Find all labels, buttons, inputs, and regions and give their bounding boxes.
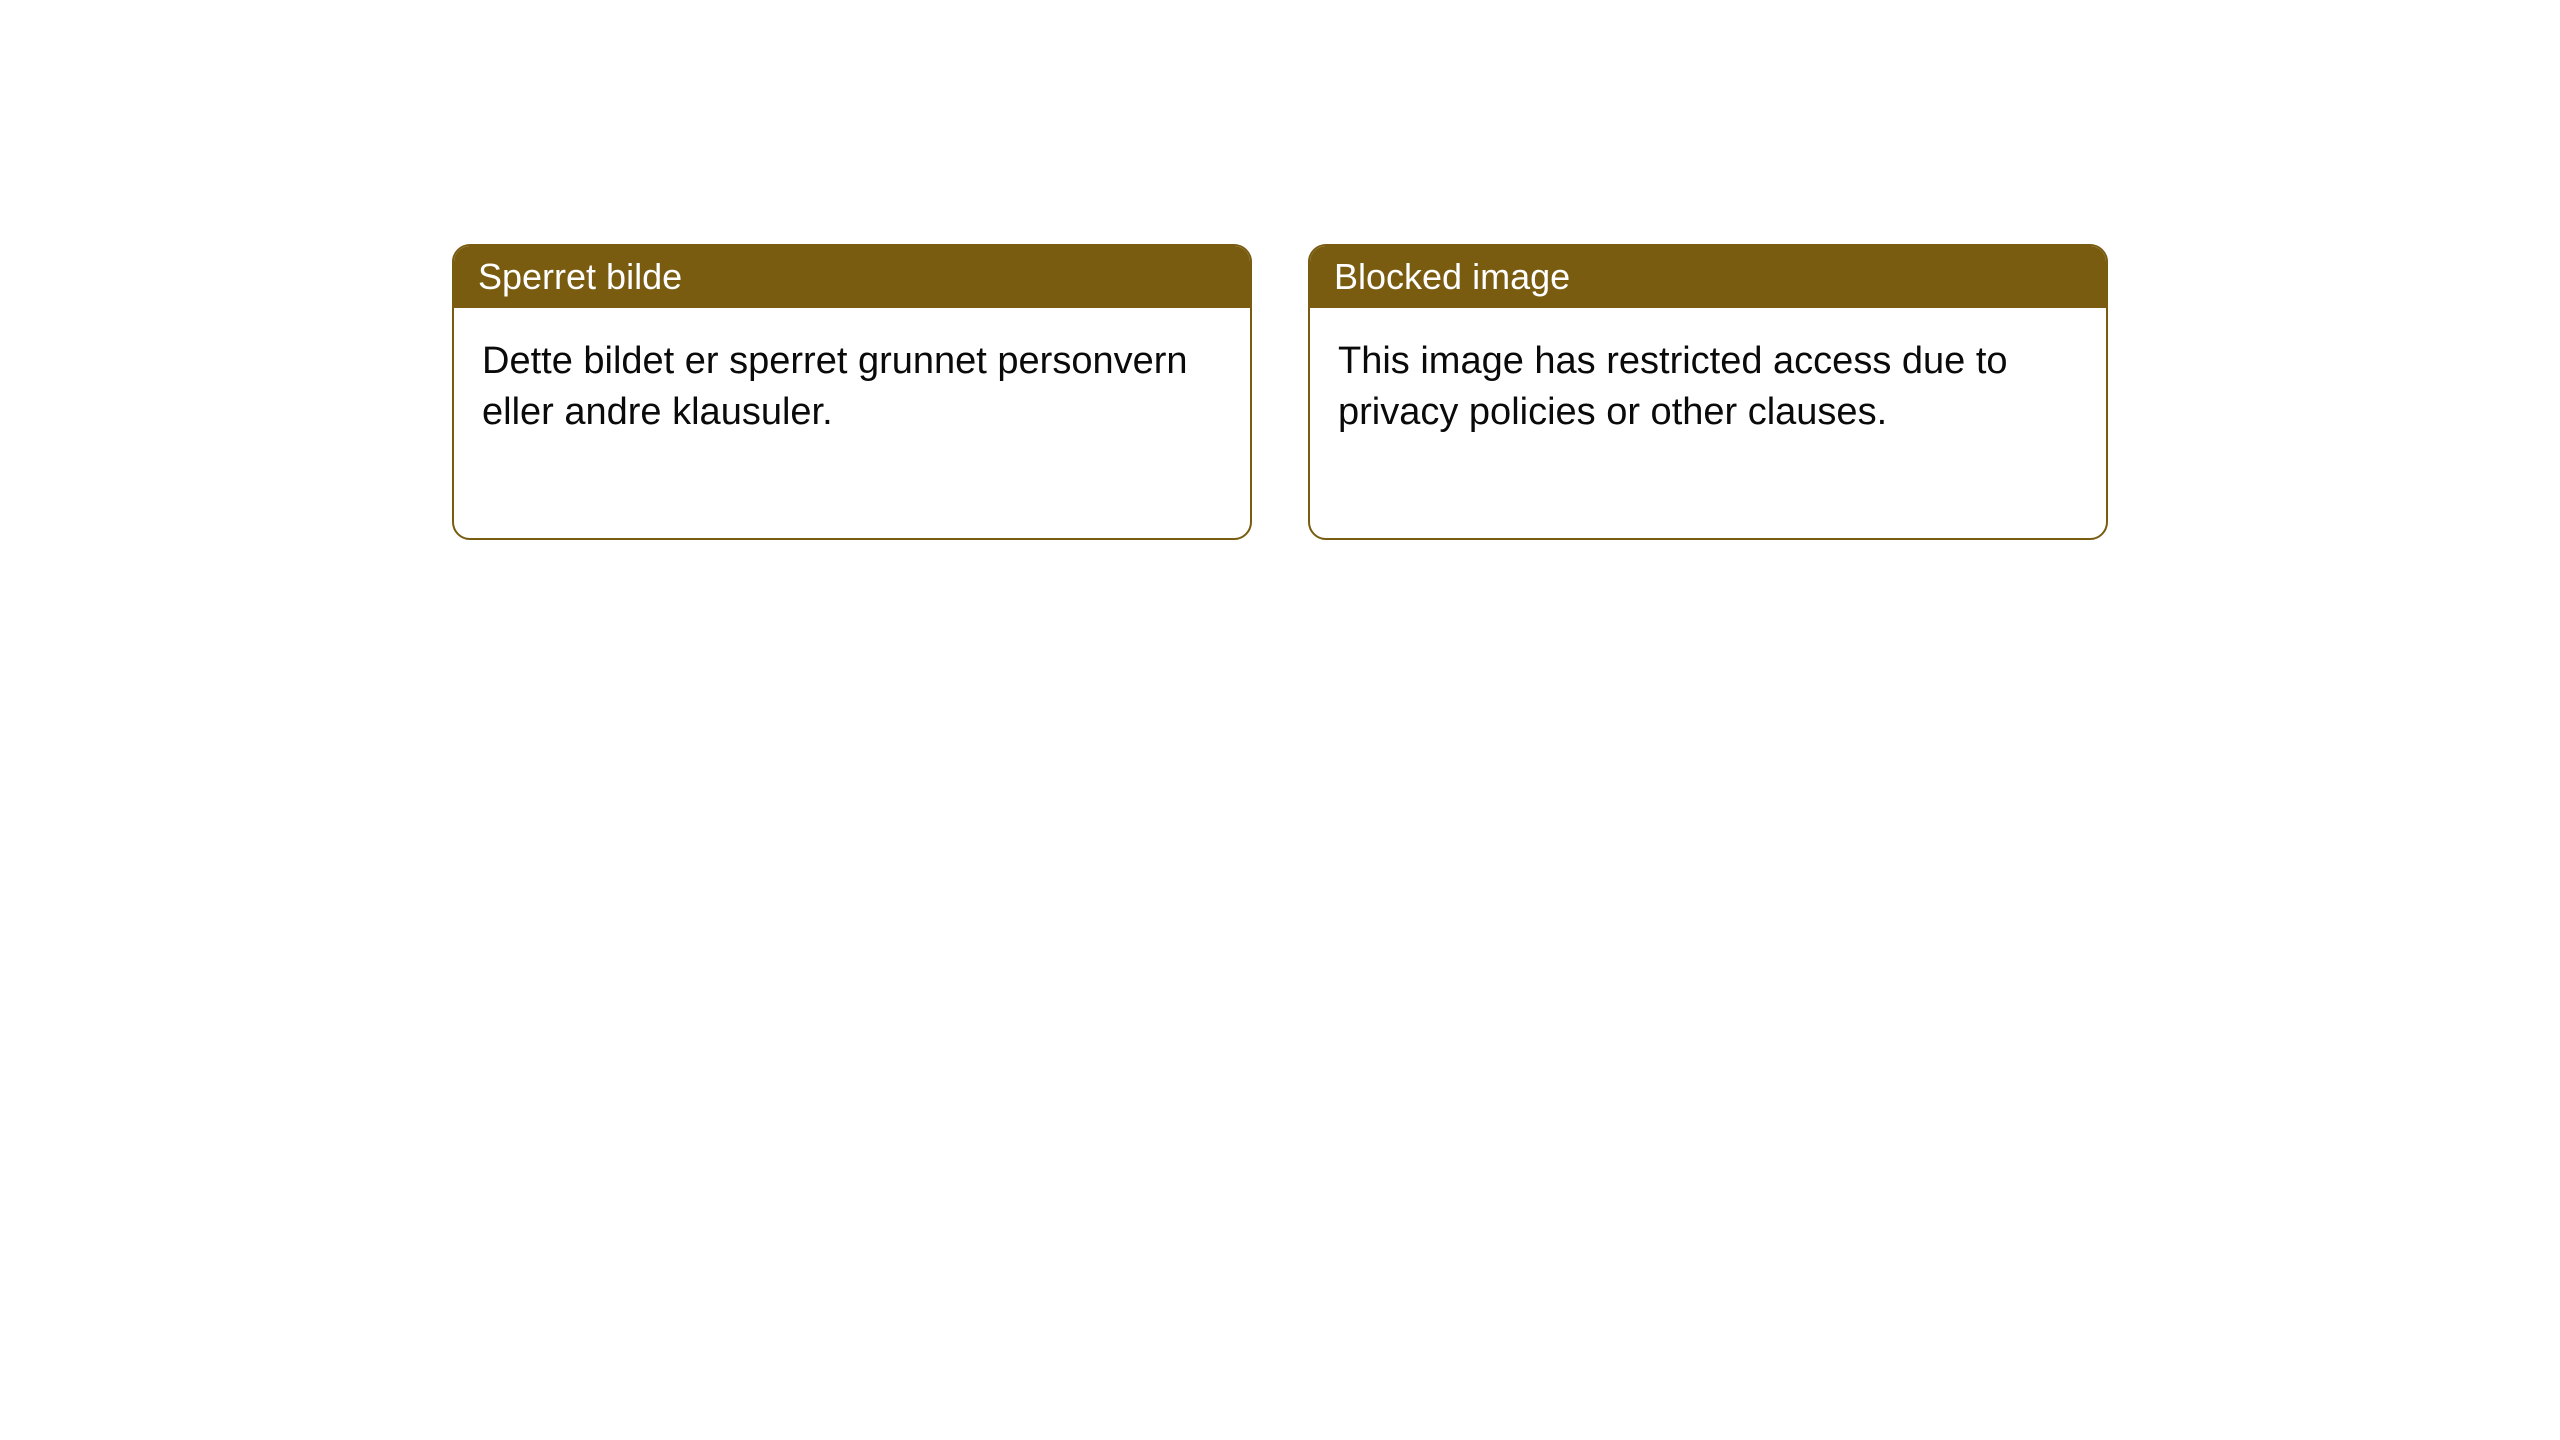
notice-body-english: This image has restricted access due to … xyxy=(1310,308,2106,538)
notice-box-english: Blocked image This image has restricted … xyxy=(1308,244,2108,540)
notice-body-norwegian: Dette bildet er sperret grunnet personve… xyxy=(454,308,1250,538)
notice-container: Sperret bilde Dette bildet er sperret gr… xyxy=(0,0,2560,540)
notice-header-norwegian: Sperret bilde xyxy=(454,246,1250,308)
notice-box-norwegian: Sperret bilde Dette bildet er sperret gr… xyxy=(452,244,1252,540)
notice-header-english: Blocked image xyxy=(1310,246,2106,308)
